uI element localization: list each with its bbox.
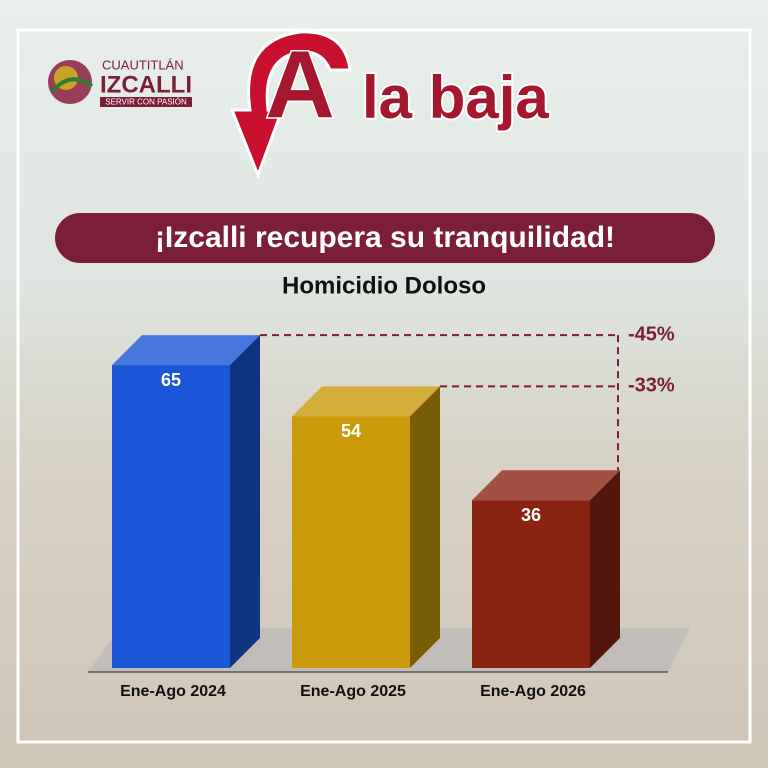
bar-side: [590, 470, 620, 668]
logo-main: IZCALLI: [100, 71, 192, 98]
frame: [16, 28, 752, 744]
annotation: -33%: [628, 375, 675, 397]
bar-side: [410, 386, 440, 668]
headline-letter: A: [265, 31, 334, 138]
banner: [55, 213, 715, 263]
banner-text: ¡Izcalli recupera su tranquilidad!: [155, 221, 615, 254]
logo-top: CUAUTITLÁN: [102, 57, 184, 72]
bar-side: [230, 335, 260, 668]
headline-rest: la baja: [362, 64, 549, 131]
logo-tagline: SERVIR CON PASIÓN: [105, 98, 187, 107]
bar-top: [112, 335, 260, 366]
value-label: 54: [341, 421, 361, 441]
bar-top: [292, 386, 440, 417]
bar-top: [472, 470, 620, 501]
chart-title: Homicidio Doloso: [282, 272, 486, 299]
x-tick-label: Ene-Ago 2025: [300, 683, 406, 700]
bar: [292, 416, 410, 668]
value-label: 65: [161, 370, 181, 390]
x-tick-label: Ene-Ago 2026: [480, 683, 586, 700]
x-tick-label: Ene-Ago 2024: [120, 683, 226, 700]
annotation: -45%: [628, 323, 675, 345]
bar: [472, 500, 590, 668]
logo: CUAUTITLÁN IZCALLI SERVIR CON PASIÓN: [48, 57, 192, 107]
headline: A la baja: [229, 30, 551, 180]
bar: [112, 365, 230, 668]
value-label: 36: [521, 505, 541, 525]
